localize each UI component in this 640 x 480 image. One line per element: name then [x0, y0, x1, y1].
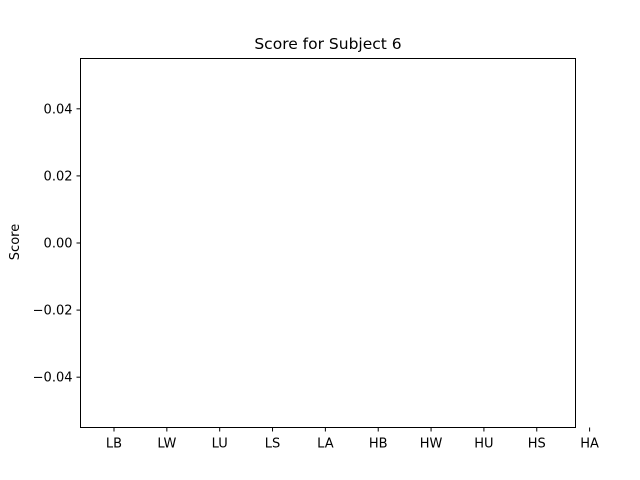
y-tick-label: 0.02 — [44, 169, 73, 184]
x-tick-label: HW — [420, 437, 443, 452]
x-tick-label: HB — [369, 437, 388, 452]
x-axis: LB LW LU LS LA HB HW HU HS HA — [106, 427, 599, 452]
x-tick-label: HS — [528, 437, 546, 452]
y-axis-label: Score — [8, 224, 23, 260]
x-tick-label: HA — [580, 437, 599, 452]
chart-title: Score for Subject 6 — [254, 35, 401, 53]
plot-area-frame — [80, 58, 576, 428]
x-tick-label: LS — [265, 437, 281, 452]
x-tick-label: LB — [106, 437, 122, 452]
y-tick-label: 0.00 — [44, 237, 73, 252]
x-tick-label: HU — [474, 437, 493, 452]
x-tick-label: LA — [317, 437, 334, 452]
y-axis: 0.04 0.02 0.00 −0.02 −0.04 — [33, 102, 81, 386]
x-tick-label: LW — [157, 437, 176, 452]
y-tick-label: −0.04 — [33, 371, 73, 386]
y-tick-label: −0.02 — [33, 304, 73, 319]
y-tick-label: 0.04 — [44, 102, 73, 117]
x-tick-label: LU — [212, 437, 228, 452]
